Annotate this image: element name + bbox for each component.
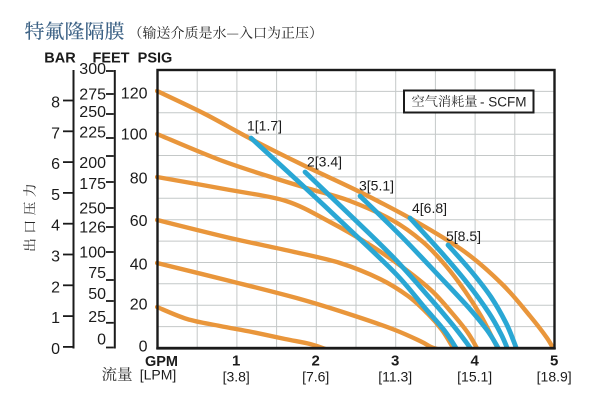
svg-text:[LPM]: [LPM] — [140, 367, 177, 383]
svg-text:- SCFM: - SCFM — [480, 94, 527, 109]
svg-text:6: 6 — [51, 156, 60, 173]
svg-text:250: 250 — [79, 104, 106, 121]
svg-text:8: 8 — [51, 95, 60, 112]
svg-text:80: 80 — [130, 171, 148, 188]
svg-text:1: 1 — [232, 353, 240, 370]
svg-text:100: 100 — [121, 127, 148, 144]
svg-text:5[8.5]: 5[8.5] — [446, 228, 481, 244]
svg-text:[18.9]: [18.9] — [537, 369, 572, 385]
svg-text:25: 25 — [88, 309, 106, 326]
svg-text:[11.3]: [11.3] — [378, 369, 412, 385]
svg-text:2[3.4]: 2[3.4] — [307, 154, 342, 170]
svg-text:[7.6]: [7.6] — [302, 369, 329, 385]
svg-text:4: 4 — [51, 218, 60, 235]
svg-text:3: 3 — [391, 353, 399, 370]
svg-text:5: 5 — [550, 353, 558, 370]
svg-text:225: 225 — [79, 125, 106, 142]
svg-text:BAR: BAR — [44, 51, 76, 67]
svg-text:60: 60 — [130, 213, 148, 230]
svg-text:4: 4 — [471, 353, 480, 370]
svg-text:0: 0 — [139, 339, 148, 356]
svg-text:[15.1]: [15.1] — [457, 369, 492, 385]
svg-text:75: 75 — [88, 265, 106, 282]
svg-text:300: 300 — [79, 61, 106, 78]
svg-text:0: 0 — [51, 341, 60, 358]
svg-text:200: 200 — [79, 155, 106, 172]
svg-text:7: 7 — [51, 125, 60, 142]
svg-text:1: 1 — [51, 310, 60, 327]
svg-text:40: 40 — [130, 257, 148, 274]
svg-text:50: 50 — [88, 286, 106, 303]
svg-text:5: 5 — [51, 187, 60, 204]
svg-text:100: 100 — [79, 244, 106, 261]
svg-text:1[1.7]: 1[1.7] — [247, 118, 282, 134]
svg-text:GPM: GPM — [145, 354, 178, 370]
svg-text:250: 250 — [79, 201, 106, 218]
svg-text:[3.8]: [3.8] — [223, 369, 250, 385]
svg-text:175: 175 — [79, 176, 106, 193]
svg-text:3[5.1]: 3[5.1] — [359, 178, 394, 194]
svg-text:275: 275 — [79, 87, 106, 104]
svg-text:20: 20 — [130, 297, 148, 314]
svg-text:4[6.8]: 4[6.8] — [412, 200, 447, 216]
svg-text:0: 0 — [97, 332, 106, 349]
svg-text:120: 120 — [121, 86, 148, 103]
svg-text:2: 2 — [51, 279, 60, 296]
svg-text:PSIG: PSIG — [138, 51, 173, 67]
svg-text:FEET: FEET — [92, 51, 129, 67]
svg-text:2: 2 — [312, 353, 320, 370]
svg-text:3: 3 — [51, 249, 60, 266]
svg-text:126: 126 — [79, 220, 106, 237]
